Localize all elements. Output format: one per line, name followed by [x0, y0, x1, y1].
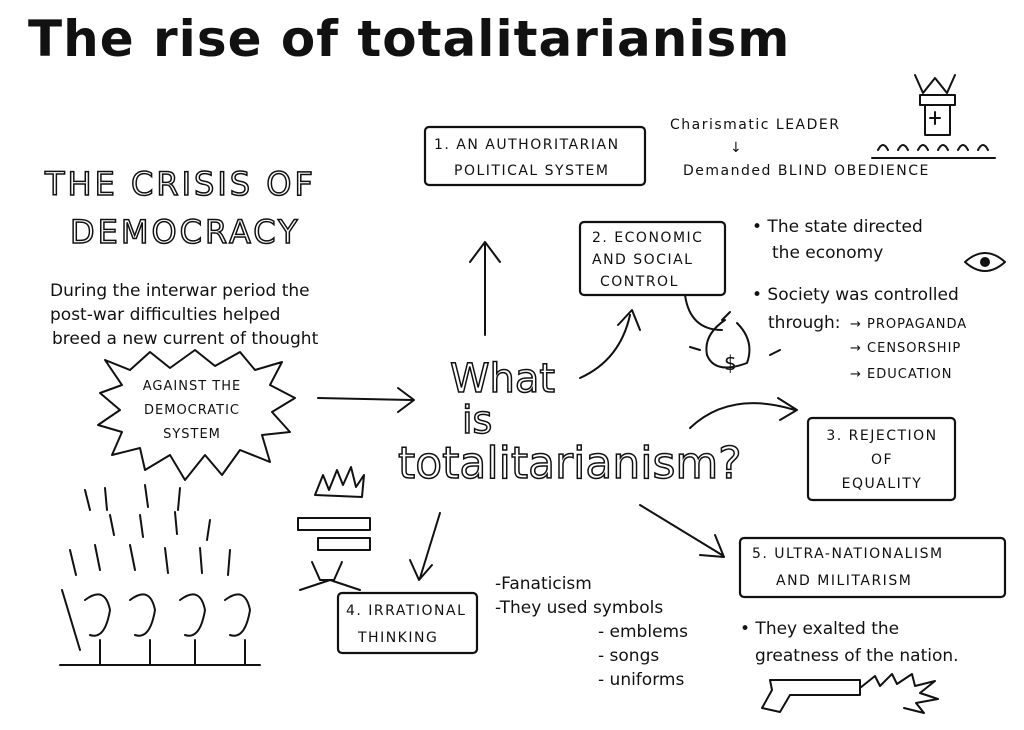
node-label: THINKING — [357, 630, 438, 646]
node-label: 2. ECONOMIC — [592, 230, 703, 246]
node-note: • Society was controlled — [752, 285, 959, 305]
sketch-part — [914, 74, 956, 136]
node-note: through: — [768, 313, 841, 333]
node-note: • The state directed — [752, 217, 923, 237]
crisis-text: During the interwar period the — [50, 281, 310, 301]
node-note: greatness of the nation. — [755, 646, 959, 666]
center-text: What — [450, 356, 555, 402]
crisis-text: breed a new current of thought — [52, 329, 319, 349]
sketch-part — [639, 504, 725, 558]
crowd-drawing — [59, 484, 261, 666]
burst-text: AGAINST THE — [143, 379, 241, 394]
node-label: 4. IRRATIONAL — [346, 603, 466, 619]
node-note: the economy — [772, 243, 883, 263]
sketch-part — [689, 397, 798, 429]
node-box — [806, 416, 957, 502]
sketch-part — [297, 517, 371, 531]
node-note: -They used symbols — [495, 598, 663, 618]
node-label: 3. REJECTION — [826, 428, 937, 444]
money-symbol: $ — [724, 351, 737, 375]
burst-text: DEMOCRATIC — [144, 403, 240, 418]
node-note: → PROPAGANDA — [850, 317, 967, 332]
node-box — [423, 125, 647, 187]
eye-drawing — [964, 252, 1006, 272]
node-note: Demanded BLIND OBEDIENCE — [683, 163, 930, 179]
arrows — [409, 241, 798, 581]
sketch-part — [980, 257, 990, 267]
node-box — [578, 220, 727, 297]
node-label: AND MILITARISM — [776, 573, 912, 589]
center-text: is — [462, 398, 492, 442]
sketch-part — [314, 466, 365, 498]
sketch-part — [964, 252, 1006, 272]
node-note: ↓ — [730, 140, 743, 156]
sketch-part — [59, 589, 261, 666]
node-label: AND SOCIAL — [592, 252, 693, 268]
node-note: - uniforms — [598, 670, 684, 690]
sketch-part — [317, 537, 371, 551]
sketch-part — [69, 484, 231, 576]
node-note: Charismatic LEADER — [670, 117, 841, 133]
node-note: -Fanaticism — [495, 574, 592, 594]
center-text: totalitarianism? — [398, 438, 742, 489]
sketch-part — [409, 512, 441, 581]
crisis-heading: DEMOCRACY — [70, 213, 301, 251]
node-note: - emblems — [598, 622, 688, 642]
node-note: → CENSORSHIP — [850, 341, 961, 356]
node-label: OF — [871, 452, 893, 468]
sketch-part — [871, 144, 996, 159]
sketch-part — [469, 241, 501, 336]
node-note: → EDUCATION — [850, 367, 952, 382]
podium-drawing — [871, 74, 996, 159]
gun-drawing — [761, 673, 939, 714]
crisis-heading: THE CRISIS OF — [44, 165, 316, 203]
crisis-text: post-war difficulties helped — [50, 305, 280, 325]
title: The rise of totalitarianism — [28, 10, 790, 68]
node-label: POLITICAL SYSTEM — [454, 163, 609, 179]
face-drawing — [297, 466, 371, 591]
burst-text: SYSTEM — [163, 427, 221, 442]
node-note: • They exalted the — [740, 619, 899, 639]
sketch-part — [579, 309, 641, 379]
node-label: 1. AN AUTHORITARIAN — [434, 137, 620, 153]
node-label: CONTROL — [600, 274, 679, 290]
burst — [97, 349, 296, 481]
node-box — [336, 591, 479, 655]
node-label: EQUALITY — [842, 476, 923, 492]
arrow — [317, 387, 415, 413]
node-note: - songs — [598, 646, 659, 666]
node-label: 5. ULTRA-NATIONALISM — [752, 546, 944, 562]
money-bag — [684, 294, 781, 369]
sketch-part — [299, 561, 361, 591]
node-box — [738, 536, 1007, 599]
